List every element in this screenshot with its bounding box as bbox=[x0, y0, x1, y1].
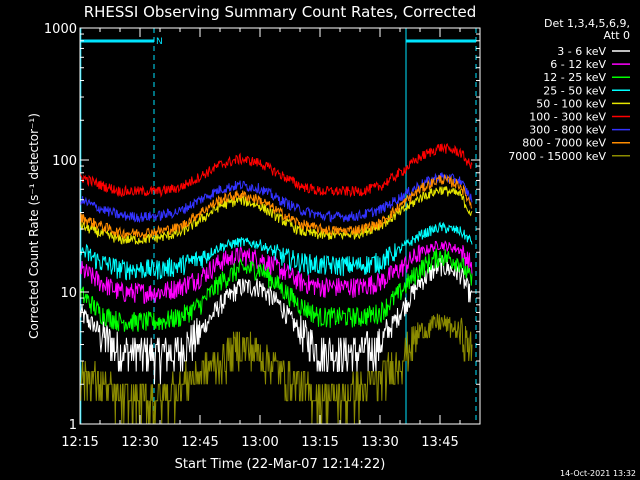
legend-label: 6 - 12 keV bbox=[550, 58, 606, 71]
legend-header-line-2: Att 0 bbox=[604, 29, 630, 42]
x-axis-label: Start Time (22-Mar-07 12:14:22) bbox=[175, 457, 386, 472]
night-flag-label: N bbox=[156, 37, 163, 47]
series-line bbox=[79, 254, 473, 385]
y-tick-label: 100 bbox=[52, 154, 77, 169]
series-line bbox=[79, 221, 473, 281]
x-tick-label: 13:45 bbox=[421, 435, 458, 450]
series-line bbox=[79, 173, 473, 240]
series-line bbox=[79, 143, 473, 198]
series-line bbox=[79, 313, 473, 425]
x-tick-label: 12:15 bbox=[61, 435, 98, 450]
x-axis: 12:15 12:30 12:45 13:00 13:15 13:30 13:45 bbox=[61, 28, 481, 450]
legend-label: 3 - 6 keV bbox=[557, 45, 606, 58]
series-line bbox=[79, 186, 473, 245]
y-axis-label: Corrected Count Rate (s⁻¹ detector⁻¹) bbox=[27, 113, 41, 339]
y-axis: 1 10 100 1000 bbox=[44, 22, 480, 433]
legend-label: 7000 - 15000 keV bbox=[508, 150, 606, 163]
legend-header-line-1: Det 1,3,4,5,6,9, bbox=[544, 17, 630, 30]
legend-label: 300 - 800 keV bbox=[529, 124, 606, 137]
x-tick-label: 12:30 bbox=[121, 435, 158, 450]
chart-title: RHESSI Observing Summary Count Rates, Co… bbox=[84, 3, 477, 21]
series-lines bbox=[79, 143, 473, 425]
series-line bbox=[79, 240, 473, 304]
series-line bbox=[79, 172, 473, 224]
x-tick-label: 13:15 bbox=[301, 435, 338, 450]
y-tick-label: 1000 bbox=[44, 22, 77, 37]
legend-label: 12 - 25 keV bbox=[543, 71, 606, 84]
x-tick-label: 12:45 bbox=[181, 435, 218, 450]
night-intervals: N bbox=[80, 28, 477, 424]
y-tick-label: 10 bbox=[60, 286, 77, 301]
x-tick-label: 13:30 bbox=[361, 435, 398, 450]
legend-label: 100 - 300 keV bbox=[529, 111, 606, 124]
series-line bbox=[79, 248, 473, 332]
legend-label: 800 - 7000 keV bbox=[522, 137, 606, 150]
y-tick-label: 1 bbox=[69, 418, 77, 433]
x-tick-label: 13:00 bbox=[241, 435, 278, 450]
legend-label: 50 - 100 keV bbox=[536, 97, 606, 110]
legend-label: 25 - 50 keV bbox=[543, 84, 606, 97]
timestamp: 14-Oct-2021 13:32 bbox=[560, 469, 636, 478]
